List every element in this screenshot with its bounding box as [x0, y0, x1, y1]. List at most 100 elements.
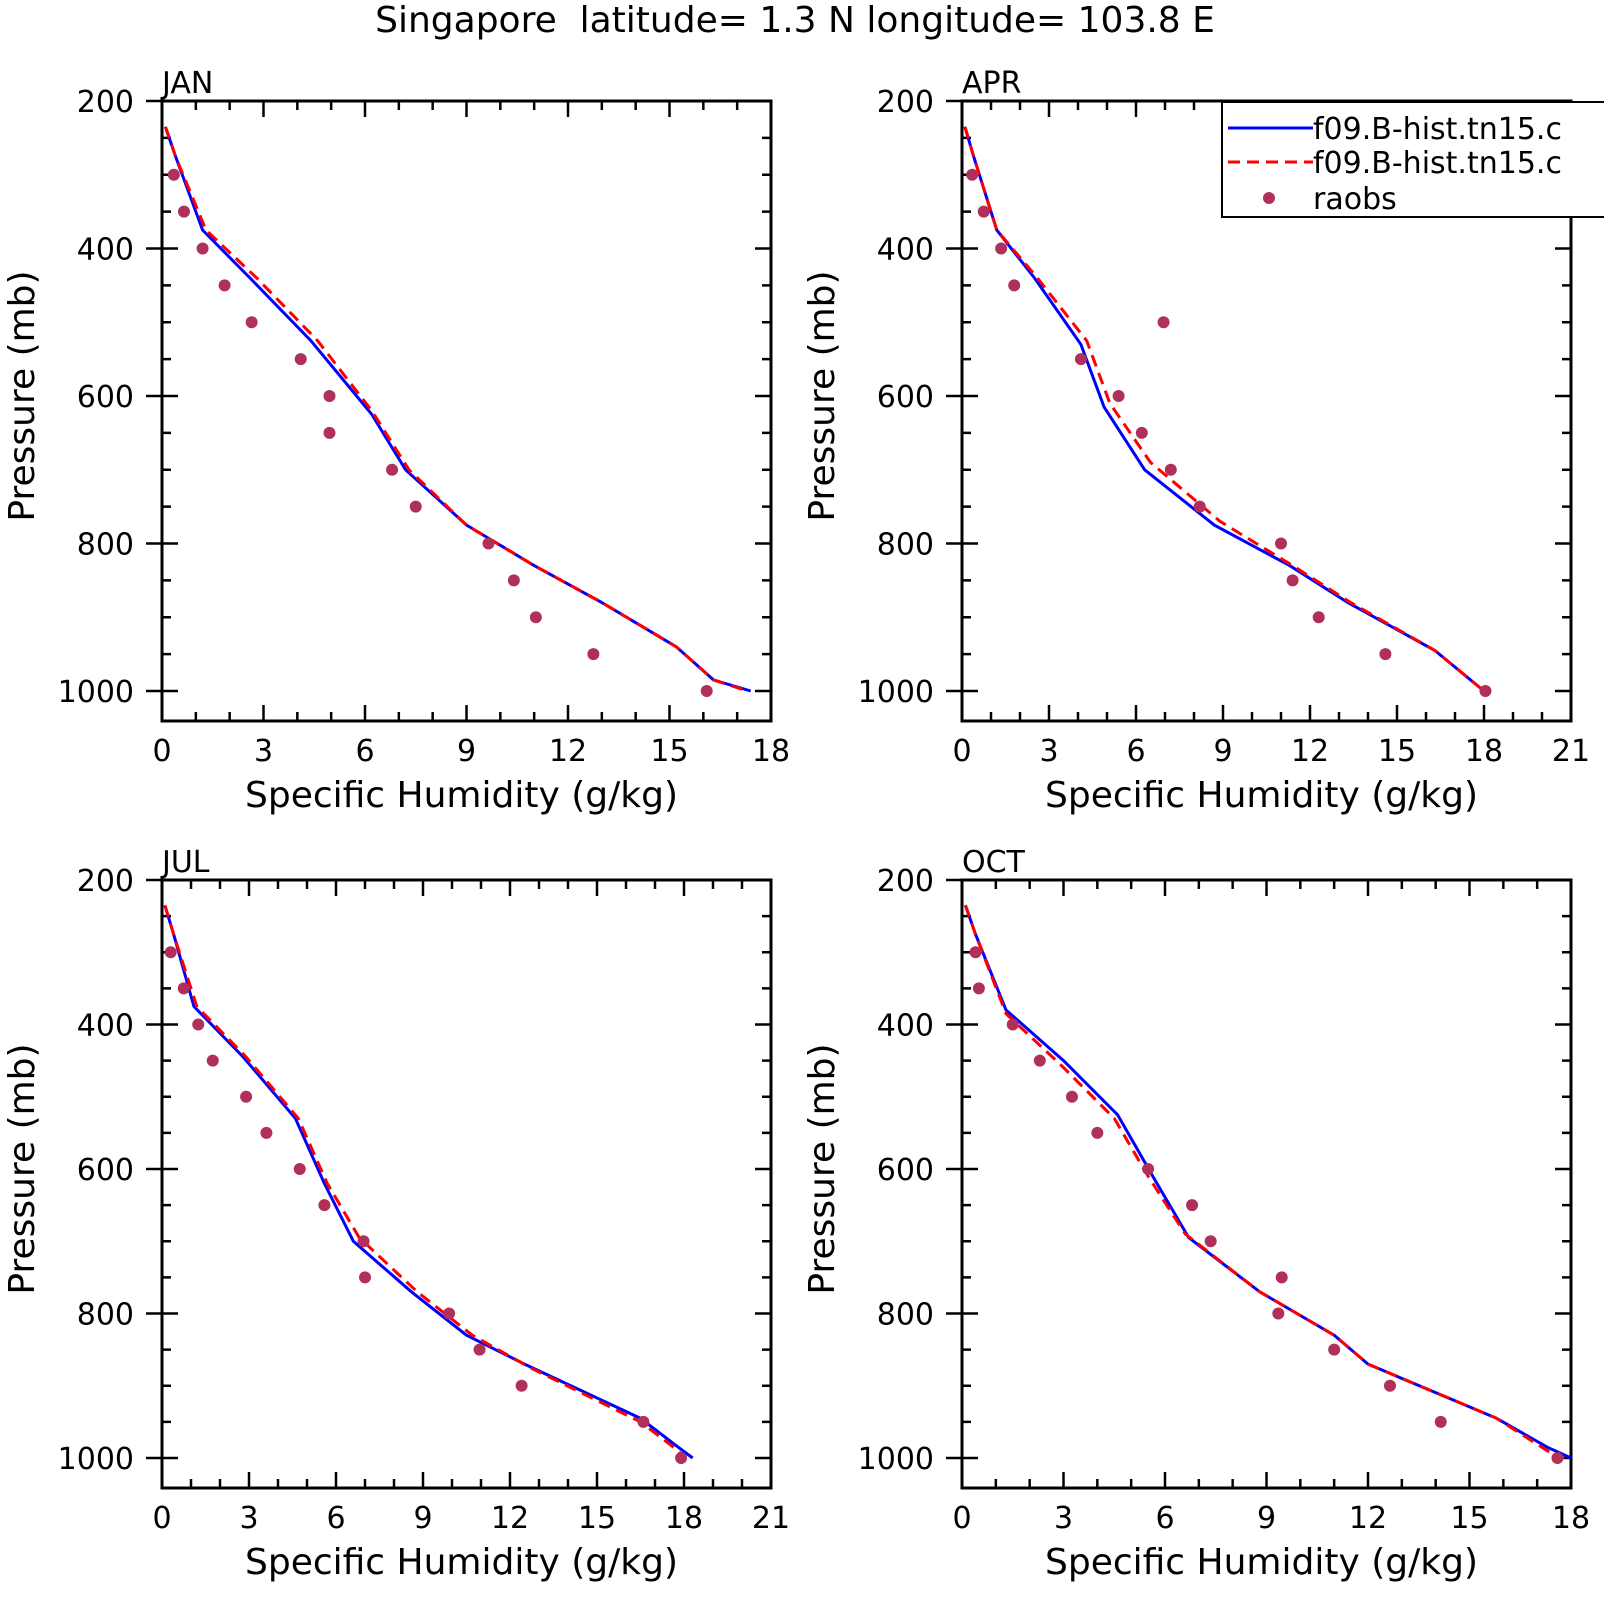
x-tick-label: 6 — [355, 734, 374, 769]
panels: JAN 0 3 6 9 12 15 18 200 400 600 800 1000 Specific Hu… — [2, 66, 1604, 1583]
figure-title: Singapore latitude= 1.3 N longitude= 103… — [375, 0, 1215, 41]
raobs-point — [1008, 279, 1021, 292]
raobs-point — [700, 685, 713, 697]
series-line-solid — [963, 904, 1572, 1460]
y-tick-label: 400 — [77, 233, 134, 268]
raobs-point — [1033, 1054, 1046, 1067]
raobs-point — [293, 1163, 306, 1175]
legend-label: f09.B-hist.tn15.c — [1313, 112, 1562, 147]
raobs-point — [294, 353, 307, 366]
panel-label: OCT — [962, 845, 1026, 880]
legend-marker-raobs — [1263, 192, 1275, 204]
x-tick-label: 0 — [952, 1501, 971, 1536]
raobs-point — [1379, 648, 1392, 661]
series-line-dashed — [163, 904, 686, 1459]
x-tick-label: 3 — [239, 1501, 258, 1536]
legend-label: raobs — [1313, 182, 1397, 217]
y-tick-label: 1000 — [58, 675, 134, 710]
y-tick-label: 600 — [77, 1153, 134, 1188]
series-line-solid — [163, 126, 752, 693]
y-tick-label: 600 — [877, 1153, 934, 1188]
y-tick-label: 200 — [77, 85, 134, 120]
panel-label: APR — [962, 66, 1021, 101]
y-tick-label: 400 — [77, 1009, 134, 1044]
raobs-point — [323, 426, 336, 439]
raobs-point — [177, 982, 190, 995]
x-tick-label: 18 — [1552, 1501, 1590, 1536]
panel-apr: APR 0 3 6 9 12 15 18 21 200 400 600 800 1000 Specific … — [802, 66, 1590, 816]
raobs-point — [167, 168, 180, 181]
y-tick-label: 1000 — [58, 1442, 134, 1477]
raobs-point — [1275, 537, 1287, 550]
raobs-point — [977, 205, 990, 218]
raobs-point — [359, 1271, 371, 1284]
raobs-point — [164, 946, 177, 959]
legend-label: f09.B-hist.tn15.c — [1313, 146, 1562, 181]
y-tick-label: 200 — [877, 85, 934, 120]
raobs-point — [1142, 1163, 1155, 1175]
x-tick-label: 6 — [326, 1501, 345, 1536]
x-tick-label: 18 — [665, 1501, 703, 1536]
x-tick-label: 21 — [1552, 734, 1590, 769]
y-tick-label: 600 — [77, 380, 134, 415]
raobs-point — [1091, 1126, 1104, 1139]
raobs-point — [587, 648, 600, 661]
x-tick-label: 6 — [1126, 734, 1145, 769]
x-tick-label: 9 — [1213, 734, 1232, 769]
x-tick-label: 6 — [1155, 1501, 1174, 1536]
raobs-point — [1074, 353, 1087, 366]
raobs-point — [995, 242, 1008, 255]
raobs-point — [386, 463, 399, 476]
y-axis-label: Pressure (mb) — [2, 1043, 43, 1294]
series-line-dashed — [163, 126, 748, 693]
x-tick-label: 18 — [1465, 734, 1503, 769]
raobs-point — [969, 946, 982, 959]
y-tick-label: 800 — [877, 528, 934, 563]
raobs-point — [1006, 1018, 1019, 1031]
raobs-point — [323, 390, 336, 402]
raobs-point — [1275, 1271, 1288, 1284]
raobs-point — [1286, 574, 1299, 587]
panel-label: JUL — [160, 845, 210, 880]
x-tick-label: 0 — [152, 734, 171, 769]
raobs-point — [1383, 1379, 1396, 1392]
raobs-point — [972, 982, 985, 995]
raobs-point — [507, 574, 520, 587]
raobs-point — [245, 316, 258, 329]
x-tick-label: 12 — [1349, 1501, 1387, 1536]
x-tick-label: 15 — [1450, 1501, 1488, 1536]
raobs-point — [196, 242, 209, 255]
y-tick-label: 600 — [877, 380, 934, 415]
y-tick-label: 400 — [877, 1009, 934, 1044]
x-tick-label: 12 — [549, 734, 587, 769]
x-tick-label: 9 — [413, 1501, 432, 1536]
raobs-point — [1193, 500, 1206, 513]
x-tick-label: 12 — [1291, 734, 1329, 769]
y-axis-label: Pressure (mb) — [802, 270, 843, 521]
raobs-point — [1065, 1090, 1078, 1103]
x-axis-label: Specific Humidity (g/kg) — [1045, 1542, 1478, 1583]
raobs-point — [1434, 1415, 1447, 1428]
y-tick-label: 1000 — [858, 675, 934, 710]
raobs-point — [1157, 316, 1170, 329]
raobs-point — [1272, 1307, 1285, 1320]
raobs-point — [1479, 685, 1492, 697]
raobs-point — [240, 1090, 253, 1103]
raobs-point — [192, 1018, 205, 1031]
panel-label: JAN — [160, 66, 213, 101]
y-axis-label: Pressure (mb) — [2, 270, 43, 521]
plot-frame — [160, 99, 773, 723]
raobs-point — [260, 1126, 273, 1139]
plot-frame — [960, 878, 1573, 1490]
y-tick-label: 200 — [877, 864, 934, 899]
raobs-point — [357, 1235, 370, 1248]
raobs-point — [473, 1343, 486, 1356]
y-tick-label: 800 — [877, 1298, 934, 1333]
raobs-point — [1204, 1235, 1217, 1248]
x-tick-label: 18 — [752, 734, 790, 769]
raobs-point — [1164, 463, 1177, 476]
raobs-point — [1135, 426, 1148, 439]
panel-jan: JAN 0 3 6 9 12 15 18 200 400 600 800 1000 Specific Hu… — [2, 66, 790, 816]
raobs-point — [1312, 611, 1325, 624]
